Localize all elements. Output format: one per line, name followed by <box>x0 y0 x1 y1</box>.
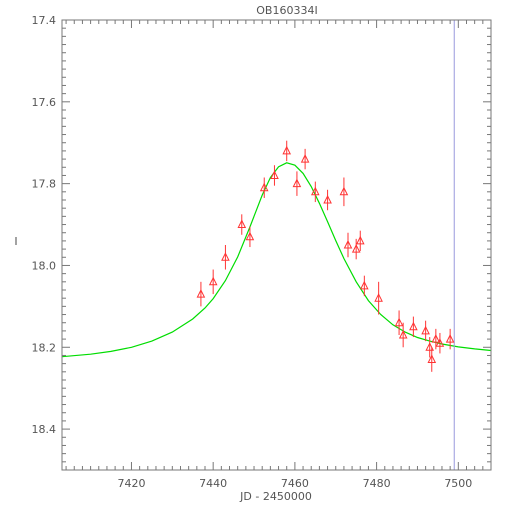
data-point <box>409 321 418 331</box>
data-point <box>237 219 247 228</box>
data-point <box>270 170 279 179</box>
data-point <box>421 325 430 335</box>
y-tick-label: 17.4 <box>32 14 57 27</box>
plot-clipped-group <box>62 20 491 470</box>
data-point <box>435 338 445 347</box>
plot-content <box>62 20 491 470</box>
data-point <box>394 317 404 327</box>
x-axis-label: JD - 2450000 <box>239 490 312 503</box>
data-point <box>445 333 455 343</box>
y-tick-label: 18.2 <box>32 341 57 354</box>
data-point <box>398 329 408 339</box>
data-point <box>292 178 302 188</box>
x-tick-label: 7460 <box>281 477 309 490</box>
y-tick-label: 17.8 <box>32 178 57 191</box>
data-point <box>310 186 320 196</box>
data-point <box>355 235 365 245</box>
data-point <box>208 276 218 286</box>
plot-frame <box>61 19 492 471</box>
data-point <box>427 354 437 363</box>
data-point <box>300 153 310 163</box>
data-point <box>196 288 206 298</box>
data-point <box>351 243 361 253</box>
data-point <box>245 231 255 241</box>
data-point <box>282 145 292 155</box>
y-axis-ticks: 17.4 17.6 17.8 18.0 18.2 18.4 <box>32 14 491 471</box>
y-tick-label: 18.0 <box>32 259 57 272</box>
y-tick-label: 17.6 <box>32 96 57 109</box>
data-point <box>431 333 441 343</box>
data-point <box>323 194 332 204</box>
x-tick-label: 7480 <box>363 477 391 490</box>
data-point <box>339 186 349 196</box>
data-point <box>221 252 230 261</box>
data-point <box>259 182 269 192</box>
data-point <box>425 342 435 351</box>
chart-title: OB160334I <box>256 4 317 17</box>
data-point <box>343 239 353 249</box>
x-tick-label: 7500 <box>444 477 472 490</box>
y-tick-label: 18.4 <box>32 423 57 436</box>
x-tick-label: 7420 <box>117 477 145 490</box>
data-point <box>359 280 369 290</box>
y-axis-label: I <box>14 235 17 248</box>
data-point <box>374 293 383 302</box>
x-tick-label: 7440 <box>199 477 227 490</box>
model-fit-curve <box>62 162 491 358</box>
x-axis-ticks: 7420 7440 7460 7480 7500 <box>65 20 492 490</box>
